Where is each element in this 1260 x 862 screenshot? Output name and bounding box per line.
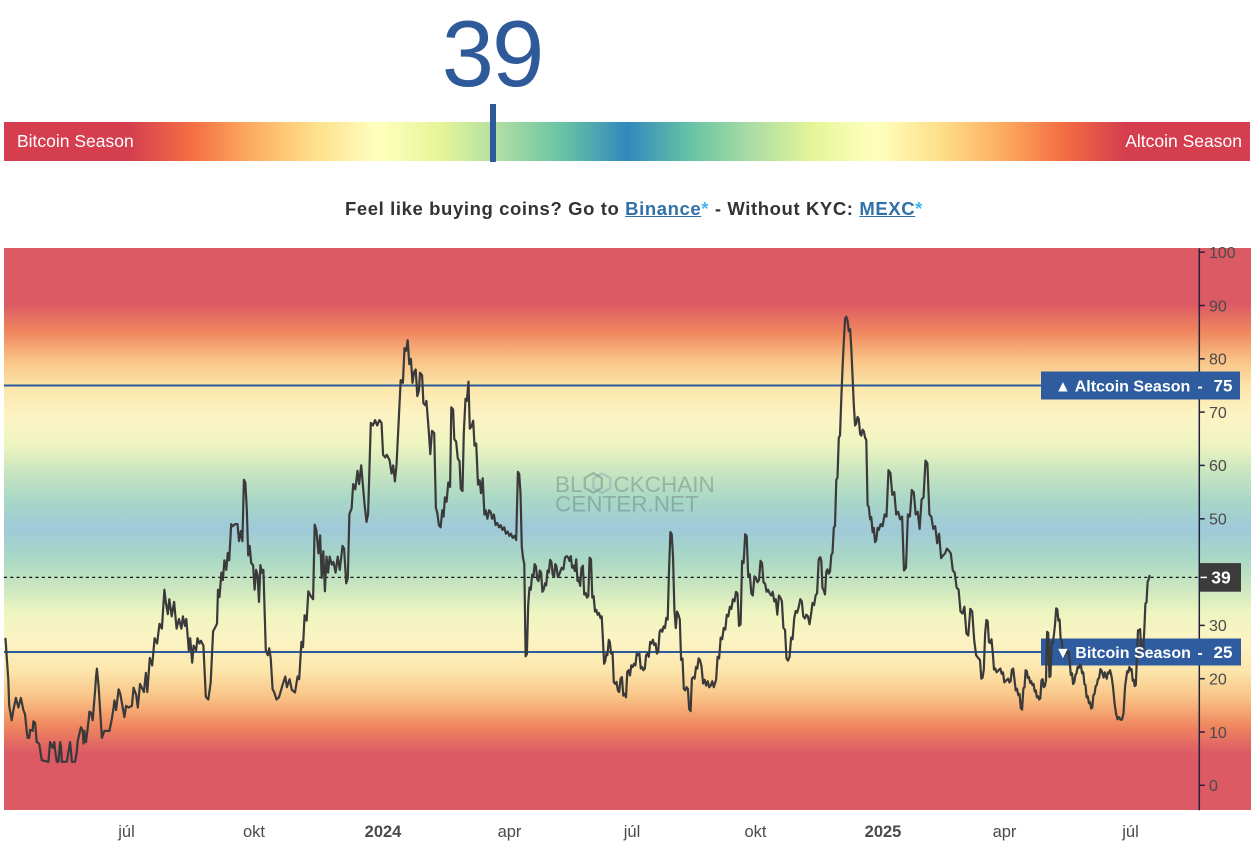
svg-text:okt: okt: [243, 823, 265, 841]
svg-text:75: 75: [1214, 376, 1233, 395]
svg-text:júl: júl: [623, 823, 641, 841]
svg-text:apr: apr: [498, 823, 522, 841]
svg-text:júl: júl: [117, 823, 135, 841]
svg-text:39: 39: [1211, 568, 1231, 588]
svg-text:60: 60: [1209, 458, 1227, 475]
svg-text:-: -: [1197, 378, 1202, 395]
svg-text:CENTER.NET: CENTER.NET: [555, 491, 699, 516]
svg-text:▼ Bitcoin Season: ▼ Bitcoin Season: [1055, 645, 1191, 662]
svg-text:20: 20: [1209, 672, 1227, 689]
svg-text:júl: júl: [1121, 823, 1139, 841]
svg-text:-: -: [1197, 645, 1202, 662]
svg-text:2024: 2024: [365, 823, 403, 841]
svg-text:90: 90: [1209, 298, 1227, 315]
svg-text:▲ Altcoin Season: ▲ Altcoin Season: [1055, 378, 1190, 395]
svg-text:50: 50: [1209, 512, 1227, 529]
svg-text:BL: BL: [555, 472, 583, 497]
svg-text:70: 70: [1209, 405, 1227, 422]
svg-text:apr: apr: [993, 823, 1017, 841]
svg-text:30: 30: [1209, 618, 1227, 635]
svg-text:okt: okt: [744, 823, 766, 841]
svg-text:0: 0: [1209, 778, 1218, 795]
svg-text:25: 25: [1214, 643, 1233, 662]
svg-text:100: 100: [1209, 245, 1236, 262]
svg-text:CKCHAIN: CKCHAIN: [614, 472, 715, 497]
svg-text:80: 80: [1209, 352, 1227, 369]
svg-text:2025: 2025: [865, 823, 902, 841]
svg-text:10: 10: [1209, 725, 1227, 742]
